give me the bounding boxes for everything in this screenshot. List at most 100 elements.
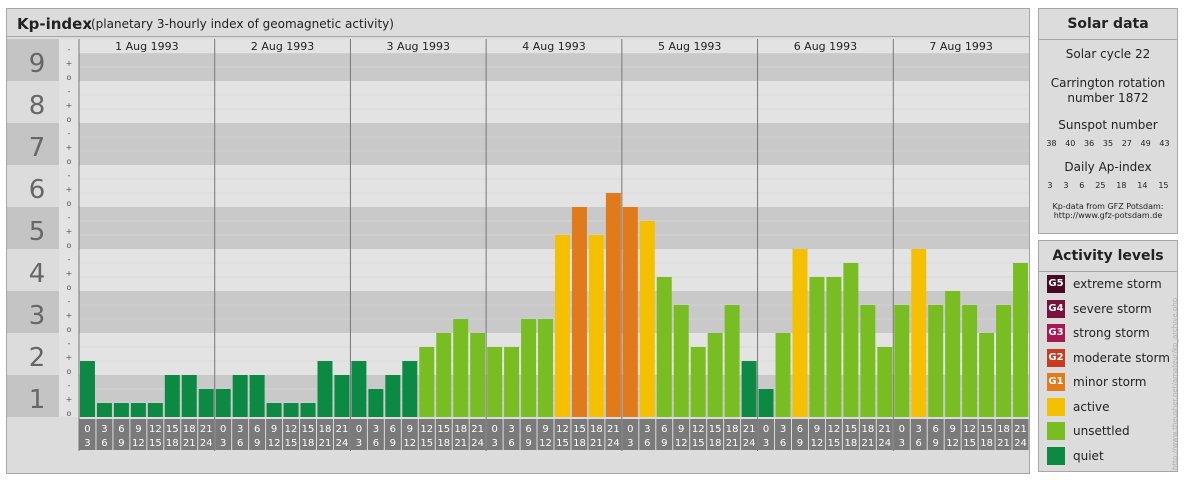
kp-bar — [470, 333, 486, 417]
y-minor-tick-label: + — [66, 143, 73, 152]
kp-bar — [113, 403, 129, 417]
time-end-label: 21 — [319, 438, 332, 449]
time-start-label: 18 — [319, 424, 332, 435]
time-end-label: 18 — [980, 438, 993, 449]
y-minor-tick-label: + — [66, 311, 73, 320]
kp-bar — [928, 304, 944, 417]
kp-bar — [962, 304, 978, 417]
legend-item: G4 severe storm — [1047, 299, 1152, 319]
y-minor-tick-label: o — [67, 367, 72, 376]
time-end-label: 21 — [590, 438, 603, 449]
kp-bar — [656, 277, 672, 417]
sunspot-value: 36 — [1084, 139, 1095, 148]
time-start-label: 0 — [627, 424, 633, 435]
y-minor-tick-label: + — [66, 185, 73, 194]
time-start-label: 12 — [420, 424, 433, 435]
time-end-label: 18 — [437, 438, 450, 449]
sunspot-values: 38 40 36 35 27 49 43 — [1039, 139, 1177, 148]
time-label-bg — [673, 419, 690, 450]
kp-bar — [419, 346, 435, 417]
legend-swatch: G4 — [1047, 299, 1065, 318]
time-end-label: 21 — [861, 438, 874, 449]
time-start-label: 6 — [661, 424, 667, 435]
time-end-label: 9 — [118, 438, 124, 449]
time-start-label: 21 — [471, 424, 484, 435]
time-label-bg — [283, 419, 300, 450]
time-end-label: 6 — [237, 438, 243, 449]
time-end-label: 24 — [1014, 438, 1027, 449]
time-start-label: 15 — [166, 424, 179, 435]
time-end-label: 12 — [268, 438, 281, 449]
time-label-bg — [537, 419, 554, 450]
time-end-label: 15 — [963, 438, 976, 449]
y-tick-label: 6 — [29, 175, 46, 205]
time-label-bg — [775, 419, 791, 450]
carrington-line2: number 1872 — [1067, 91, 1149, 105]
time-start-label: 15 — [573, 424, 586, 435]
y-minor-tick-label: o — [67, 283, 72, 292]
kp-bar — [215, 388, 231, 417]
time-start-label: 18 — [861, 424, 874, 435]
kp-bar — [894, 304, 910, 417]
kp-bar — [996, 304, 1012, 417]
time-start-label: 6 — [254, 424, 260, 435]
time-start-label: 18 — [590, 424, 603, 435]
sunspot-value: 35 — [1102, 139, 1114, 148]
time-start-label: 3 — [373, 424, 379, 435]
kp-bar — [232, 375, 248, 417]
time-start-label: 21 — [336, 424, 349, 435]
kp-bar — [351, 361, 367, 417]
kp-band — [79, 123, 1029, 165]
time-end-label: 18 — [845, 438, 858, 449]
y-tick-label: 4 — [29, 259, 46, 289]
y-minor-tick-label: o — [67, 73, 72, 82]
time-start-label: 6 — [933, 424, 939, 435]
time-label-bg — [893, 419, 910, 450]
time-label-bg — [859, 419, 876, 450]
time-label-bg — [435, 419, 452, 450]
time-start-label: 18 — [726, 424, 739, 435]
y-minor-tick-label: + — [66, 395, 73, 404]
ap-heading: Daily Ap-index — [1064, 160, 1152, 174]
kp-bar — [538, 319, 553, 417]
time-label-bg — [571, 419, 588, 450]
time-end-label: 18 — [709, 438, 722, 449]
activity-levels-panel: Activity levels G5 extreme storm G4 severe … — [1038, 240, 1178, 472]
kp-bar — [588, 235, 604, 417]
chart-subtitle: (planetary 3-hourly index of geomagnetic… — [91, 17, 394, 31]
time-start-label: 12 — [556, 424, 569, 435]
time-start-label: 3 — [508, 424, 514, 435]
kp-bar — [96, 403, 112, 417]
legend-label: moderate storm — [1073, 350, 1170, 365]
time-end-label: 24 — [336, 438, 349, 449]
time-end-label: 3 — [84, 438, 90, 449]
kp-bar — [317, 361, 333, 417]
time-end-label: 24 — [607, 438, 620, 449]
ap-value: 14 — [1137, 181, 1148, 190]
time-end-label: 12 — [675, 438, 688, 449]
time-label-bg — [842, 419, 859, 450]
y-tick-label: 8 — [29, 91, 46, 121]
legend-swatch: G5 — [1047, 275, 1065, 293]
time-end-label: 9 — [390, 438, 396, 449]
source-line2: http://www.gfz-potsdam.de — [1053, 211, 1163, 220]
y-minor-tick-label: + — [66, 101, 73, 110]
time-end-label: 6 — [373, 438, 379, 449]
sunspot-value: 38 — [1046, 139, 1057, 148]
time-label-bg — [164, 419, 181, 450]
kp-bar — [147, 403, 163, 417]
time-start-label: 9 — [135, 424, 141, 435]
time-start-label: 9 — [407, 424, 413, 435]
time-start-label: 6 — [797, 424, 803, 435]
chart-title-bar: Kp-index (planetary 3-hourly index of ge… — [7, 9, 1029, 37]
time-start-label: 0 — [763, 424, 769, 435]
y-tick-label: 1 — [29, 385, 46, 415]
kp-bar — [80, 361, 95, 417]
legend-label: strong storm — [1073, 326, 1150, 340]
time-start-label: 6 — [118, 424, 124, 435]
time-end-label: 15 — [420, 438, 433, 449]
time-end-label: 6 — [101, 438, 107, 449]
day-label: 2 Aug 1993 — [251, 40, 314, 53]
kp-bar — [843, 262, 859, 417]
time-end-label: 12 — [403, 438, 416, 449]
